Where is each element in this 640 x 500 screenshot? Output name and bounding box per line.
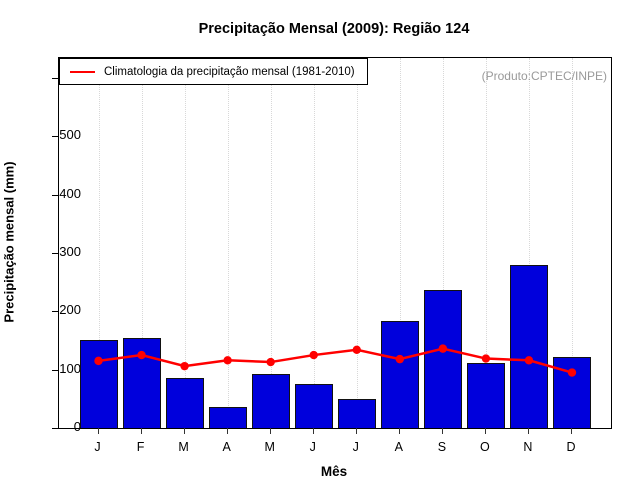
- y-tick: [52, 311, 59, 313]
- x-tick: [312, 428, 314, 434]
- x-tick-label-month: A: [394, 440, 403, 454]
- y-tick-label: 200: [59, 302, 81, 318]
- y-tick-label: 500: [59, 127, 81, 143]
- y-tick-label: 300: [59, 243, 81, 259]
- x-tick: [398, 428, 400, 434]
- x-tick-label-month: D: [566, 440, 576, 454]
- y-tick-label: 400: [59, 185, 81, 201]
- y-axis-label: Precipitação mensal (mm): [1, 161, 17, 323]
- bar-J-1: [79, 340, 118, 428]
- bar-J-7: [337, 399, 376, 428]
- x-tick: [527, 428, 529, 434]
- bar-A-4: [208, 407, 247, 428]
- legend-line-sample: [70, 70, 95, 73]
- bar-A-8: [380, 321, 419, 428]
- x-tick-label-month: O: [480, 440, 490, 454]
- gridline: [141, 58, 143, 428]
- y-tick: [52, 369, 59, 371]
- gridline: [313, 58, 315, 428]
- gridline: [442, 58, 444, 428]
- bar-D-12: [552, 356, 591, 428]
- gridline: [98, 58, 100, 428]
- y-tick: [52, 194, 59, 196]
- gridline: [571, 58, 573, 428]
- x-tick: [183, 428, 185, 434]
- bar-S-9: [423, 290, 462, 428]
- x-tick-label-month: J: [94, 440, 101, 454]
- bar-M-5: [251, 373, 290, 428]
- y-tick: [52, 77, 59, 79]
- gridline: [356, 58, 358, 428]
- x-tick: [226, 428, 228, 434]
- x-tick-label-month: S: [437, 440, 447, 454]
- product-annotation: (Produto:CPTEC/INPE): [481, 69, 607, 83]
- y-tick: [52, 252, 59, 254]
- x-tick-label-month: J: [309, 440, 316, 454]
- x-tick: [355, 428, 357, 434]
- gridline: [184, 58, 186, 428]
- legend-box: Climatologia da precipitação mensal (198…: [59, 58, 368, 85]
- x-tick-label-month: F: [136, 440, 145, 454]
- gridline: [399, 58, 401, 428]
- x-tick: [484, 428, 486, 434]
- bar-N-11: [509, 264, 548, 428]
- gridline: [485, 58, 487, 428]
- bar-O-10: [466, 362, 505, 428]
- plot-area: Climatologia da precipitação mensal (198…: [52, 57, 612, 429]
- x-tick-label-month: J: [352, 440, 359, 454]
- bar-F-2: [122, 338, 161, 428]
- y-tick-label: 100: [59, 360, 81, 376]
- gridline: [528, 58, 530, 428]
- x-tick: [97, 428, 99, 434]
- x-tick-label-month: A: [222, 440, 231, 454]
- y-tick: [52, 136, 59, 138]
- x-axis-label: Mês: [320, 464, 348, 479]
- bar-M-3: [165, 378, 204, 428]
- chart-title: Precipitação Mensal (2009): Região 124: [198, 21, 470, 37]
- x-tick: [269, 428, 271, 434]
- gridline: [270, 58, 272, 428]
- x-tick: [140, 428, 142, 434]
- y-tick: [52, 428, 59, 429]
- gridline: [227, 58, 229, 428]
- x-tick-label-month: N: [523, 440, 533, 454]
- x-tick: [570, 428, 572, 434]
- legend-label: Climatologia da precipitação mensal (198…: [104, 65, 355, 78]
- bar-J-6: [294, 383, 333, 428]
- x-tick-label-month: M: [178, 440, 189, 454]
- y-tick-label: 0: [73, 419, 81, 434]
- x-tick-label-month: M: [264, 440, 275, 454]
- x-tick: [441, 428, 443, 434]
